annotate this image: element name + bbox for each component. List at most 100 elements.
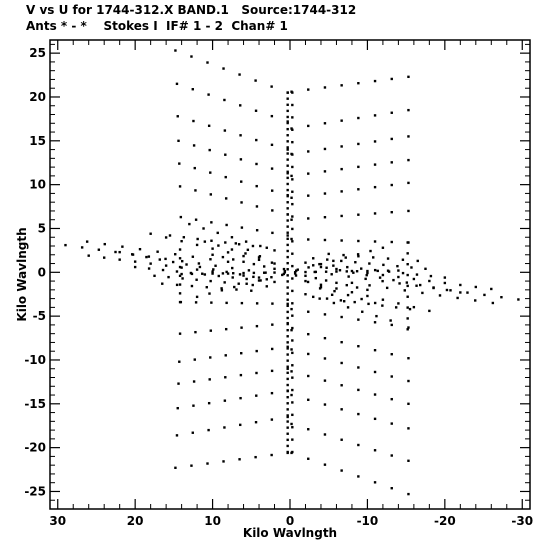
- uv-point: [286, 415, 289, 419]
- uv-point: [318, 297, 321, 300]
- uv-point: [286, 219, 289, 222]
- uv-point: [178, 292, 182, 295]
- uv-point: [390, 454, 393, 457]
- uv-point: [235, 288, 238, 291]
- uv-point: [429, 274, 433, 278]
- uv-point: [381, 279, 384, 283]
- uv-point: [323, 433, 327, 436]
- uv-point: [217, 274, 220, 278]
- uv-point: [290, 422, 293, 426]
- uv-point: [407, 209, 410, 213]
- uv-point: [286, 158, 289, 161]
- uv-point: [208, 378, 211, 381]
- uv-point: [255, 138, 258, 142]
- uv-point: [208, 148, 211, 152]
- uv-point: [230, 248, 234, 251]
- uv-point: [307, 88, 310, 91]
- uv-point: [252, 262, 256, 266]
- uv-point: [291, 240, 294, 243]
- uv-point: [286, 389, 289, 393]
- uv-point: [220, 289, 224, 292]
- uv-point: [207, 428, 210, 432]
- uv-point: [373, 268, 377, 272]
- uv-point: [290, 307, 293, 311]
- uv-point: [307, 172, 310, 175]
- uv-point: [286, 134, 289, 137]
- uv-point: [195, 268, 199, 271]
- uv-point: [255, 394, 258, 397]
- uv-point: [365, 273, 368, 277]
- uv-point: [251, 283, 254, 287]
- uv-point: [369, 249, 372, 253]
- uv-point: [286, 237, 289, 241]
- uv-point: [282, 272, 286, 276]
- uv-point: [318, 262, 321, 266]
- uv-point: [373, 321, 377, 324]
- uv-point: [156, 250, 159, 253]
- uv-point: [346, 265, 349, 269]
- uv-point: [178, 257, 182, 260]
- uv-point: [286, 207, 289, 210]
- uv-point: [286, 402, 289, 405]
- uv-point: [474, 285, 478, 289]
- uv-point: [195, 243, 199, 247]
- uv-point: [407, 108, 410, 112]
- uv-point: [392, 278, 395, 282]
- uv-point: [250, 289, 253, 292]
- uv-point: [319, 265, 323, 269]
- uv-point: [286, 432, 289, 435]
- uv-point: [286, 316, 289, 320]
- uv-point: [381, 304, 384, 307]
- uv-point: [340, 469, 343, 472]
- uv-point: [474, 299, 477, 302]
- uv-point: [138, 247, 142, 251]
- uv-point: [286, 310, 289, 314]
- uv-point: [307, 457, 310, 460]
- uv-point: [270, 391, 274, 395]
- uv-point: [456, 296, 459, 300]
- uv-point: [307, 217, 310, 220]
- uv-point: [209, 193, 213, 196]
- uv-point: [238, 458, 241, 461]
- uv-point: [290, 348, 293, 351]
- uv-point: [191, 88, 194, 91]
- uv-point: [407, 181, 410, 185]
- uv-point: [323, 170, 327, 173]
- uv-point: [239, 373, 243, 377]
- uv-point: [325, 297, 329, 300]
- uv-point: [407, 492, 410, 496]
- uv-point: [373, 212, 377, 215]
- uv-point: [255, 302, 259, 305]
- uv-point: [252, 275, 255, 279]
- uv-point: [290, 218, 293, 221]
- uv-point: [242, 271, 245, 275]
- y-tick-labels: 25 20 15 10 5 0 -5 -10 -15 -20 -25: [24, 46, 46, 498]
- uv-point: [226, 251, 230, 254]
- uv-point: [286, 164, 289, 167]
- uv-point: [270, 143, 274, 147]
- uv-point: [319, 262, 323, 266]
- uv-point: [291, 153, 294, 156]
- uv-point: [178, 274, 182, 278]
- uv-point: [340, 361, 343, 365]
- uv-point: [190, 55, 193, 58]
- data-points: [64, 49, 520, 496]
- uv-point: [262, 265, 266, 268]
- uv-point: [202, 227, 205, 230]
- uv-point: [286, 292, 289, 295]
- uv-point: [307, 266, 310, 269]
- uv-point: [131, 253, 135, 256]
- uv-point: [373, 79, 377, 83]
- uv-point: [164, 264, 168, 267]
- uv-point: [332, 301, 336, 305]
- uv-point: [293, 271, 297, 274]
- uv-point: [273, 271, 276, 274]
- uv-point: [254, 455, 257, 459]
- uv-point: [194, 189, 197, 192]
- uv-point: [294, 274, 298, 277]
- y-tick-label: -20: [24, 441, 46, 455]
- uv-point: [231, 266, 234, 270]
- uv-point: [247, 269, 251, 272]
- uv-point: [233, 285, 236, 289]
- uv-point: [357, 116, 360, 120]
